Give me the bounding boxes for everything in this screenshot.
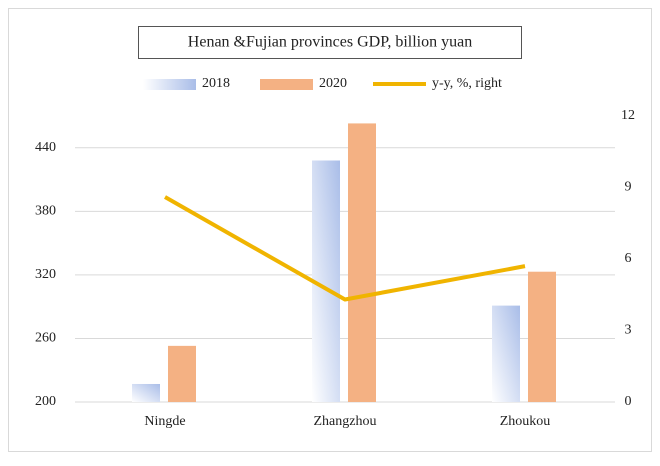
chart-title: Henan &Fujian provinces GDP, billion yua… [188,34,472,51]
y-tick-label: 200 [35,394,56,409]
bar [492,305,520,402]
bar [168,345,196,402]
bar [132,383,160,402]
y-tick-label: 440 [35,140,56,155]
bar [348,123,376,402]
x-tick-label: Ningde [144,414,185,429]
y2-tick-label: 12 [621,108,635,123]
y2-tick-label: 3 [625,323,632,338]
x-tick-label: Zhangzhou [314,414,377,429]
title-box [138,26,522,59]
legend-label: 2020 [319,76,347,91]
bar [528,271,556,402]
legend-label: 2018 [202,76,230,91]
legend-swatch [260,79,313,90]
y2-tick-label: 9 [625,180,632,195]
y2-tick-label: 6 [625,251,632,266]
y-tick-label: 320 [35,267,56,282]
legend-label: y-y, %, right [432,76,502,91]
x-tick-label: Zhoukou [500,414,551,429]
line-series [164,195,526,302]
y-tick-label: 260 [35,331,56,346]
y2-tick-label: 0 [625,394,632,409]
legend-swatch [143,79,196,90]
y-tick-label: 380 [35,204,56,219]
